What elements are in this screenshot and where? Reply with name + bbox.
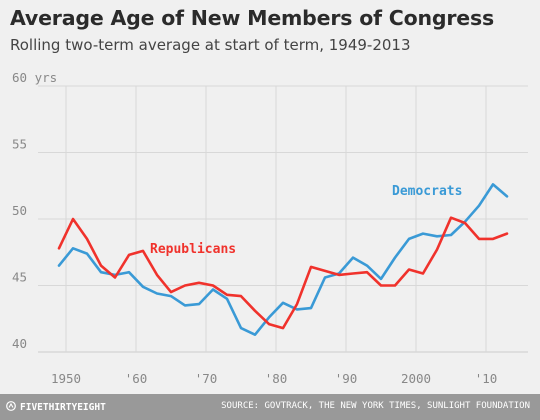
x-tick-label: '70 xyxy=(195,371,218,386)
x-tick-label: 2000 xyxy=(401,371,431,386)
brand: FIVETHIRTYEIGHT xyxy=(6,401,106,413)
chart-title: Average Age of New Members of Congress xyxy=(10,6,494,30)
x-tick-labels: 1950 '60 '70 '80 '90 2000 '10 xyxy=(51,371,497,386)
x-tick-label: '80 xyxy=(265,371,288,386)
chart-subtitle: Rolling two-term average at start of ter… xyxy=(10,36,411,54)
footer-bar: FIVETHIRTYEIGHT SOURCE: GOVTRACK, THE NE… xyxy=(0,394,540,420)
y-tick-labels: 40 45 50 55 60 yrs xyxy=(12,70,57,351)
x-tick-label: '60 xyxy=(125,371,148,386)
source-note: SOURCE: GOVTRACK, THE NEW YORK TIMES, SU… xyxy=(221,401,530,411)
line-chart: 40 45 50 55 60 yrs 1950 '60 '70 '80 '90 2000 '10 D… xyxy=(12,70,528,386)
x-tick-label: '90 xyxy=(335,371,358,386)
democrats-line xyxy=(57,183,509,337)
y-tick-label: 55 xyxy=(12,137,27,152)
grid-layer xyxy=(38,85,528,353)
x-tick-label: '10 xyxy=(475,371,498,386)
x-tick-label: 1950 xyxy=(51,371,81,386)
y-tick-label: 40 xyxy=(12,336,27,351)
brand-name: FIVETHIRTYEIGHT xyxy=(20,402,106,413)
y-tick-label: 45 xyxy=(12,270,27,285)
y-tick-label: 60 yrs xyxy=(12,70,57,85)
y-tick-label: 50 xyxy=(12,203,27,218)
republicans-line xyxy=(57,216,509,330)
fivethirtyeight-logo-icon xyxy=(6,401,16,411)
republicans-label: Republicans xyxy=(150,242,236,257)
democrats-label: Democrats xyxy=(392,184,462,199)
series-layer xyxy=(57,183,509,337)
